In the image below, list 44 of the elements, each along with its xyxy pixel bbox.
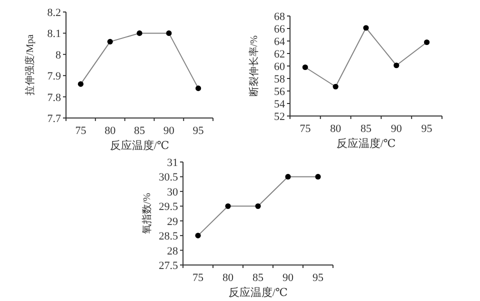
y-tick-label: 8.2: [47, 7, 61, 19]
y-tick-label: 29: [167, 216, 178, 228]
x-tick-label: 80: [104, 125, 116, 137]
y-tick-label: 62: [274, 48, 285, 60]
y-tick-label: 28.5: [158, 230, 178, 243]
y-axis-title: 氧指数/%: [141, 192, 153, 234]
y-tick-label: 29.5: [158, 201, 178, 214]
x-tick-label: 85: [134, 125, 146, 137]
y-tick-label: 31: [167, 157, 178, 169]
x-axis-title: 反应温度/℃: [228, 286, 288, 299]
y-tick-label: 64: [274, 36, 286, 48]
y-tick-label: 52: [274, 111, 285, 123]
x-tick-label: 90: [163, 125, 175, 137]
y-tick-label: 7.9: [47, 70, 62, 83]
y-tick-label: 68: [274, 11, 286, 23]
y-tick-label: 8.1: [47, 28, 61, 40]
y-axis-title: 拉伸强度/Mpa: [24, 34, 36, 96]
x-axis-title: 反应温度/℃: [110, 139, 170, 152]
x-tick-label: 75: [300, 123, 312, 135]
y-axis-title: 断裂伸长率/%: [248, 35, 260, 97]
y-tick-label: 30: [167, 186, 178, 198]
x-tick-label: 75: [75, 125, 87, 137]
y-tick-label: 27.5: [158, 260, 178, 272]
x-axis-title: 反应温度/℃: [336, 137, 396, 150]
y-tick-label: 30.5: [158, 172, 178, 184]
y-tick-label: 58: [274, 74, 286, 86]
y-tick-label: 28: [167, 245, 178, 258]
x-tick-label: 85: [360, 123, 372, 135]
y-tick-label: 7.8: [47, 92, 62, 104]
x-tick-label: 95: [192, 125, 204, 137]
x-tick-label: 75: [192, 272, 204, 284]
y-tick-label: 66: [274, 24, 286, 36]
y-tick-label: 7.7: [47, 113, 62, 125]
x-tick-label: 90: [390, 123, 402, 135]
y-tick-label: 56: [274, 86, 286, 98]
y-tick-label: 54: [274, 98, 286, 110]
x-tick-label: 90: [282, 272, 294, 284]
y-tick-label: 60: [274, 61, 286, 73]
y-tick-label: 8: [56, 49, 62, 62]
x-tick-label: 95: [312, 272, 324, 284]
x-tick-label: 95: [421, 123, 433, 135]
x-tick-label: 80: [330, 123, 342, 135]
x-tick-label: 85: [252, 272, 264, 284]
x-tick-label: 80: [222, 272, 234, 284]
